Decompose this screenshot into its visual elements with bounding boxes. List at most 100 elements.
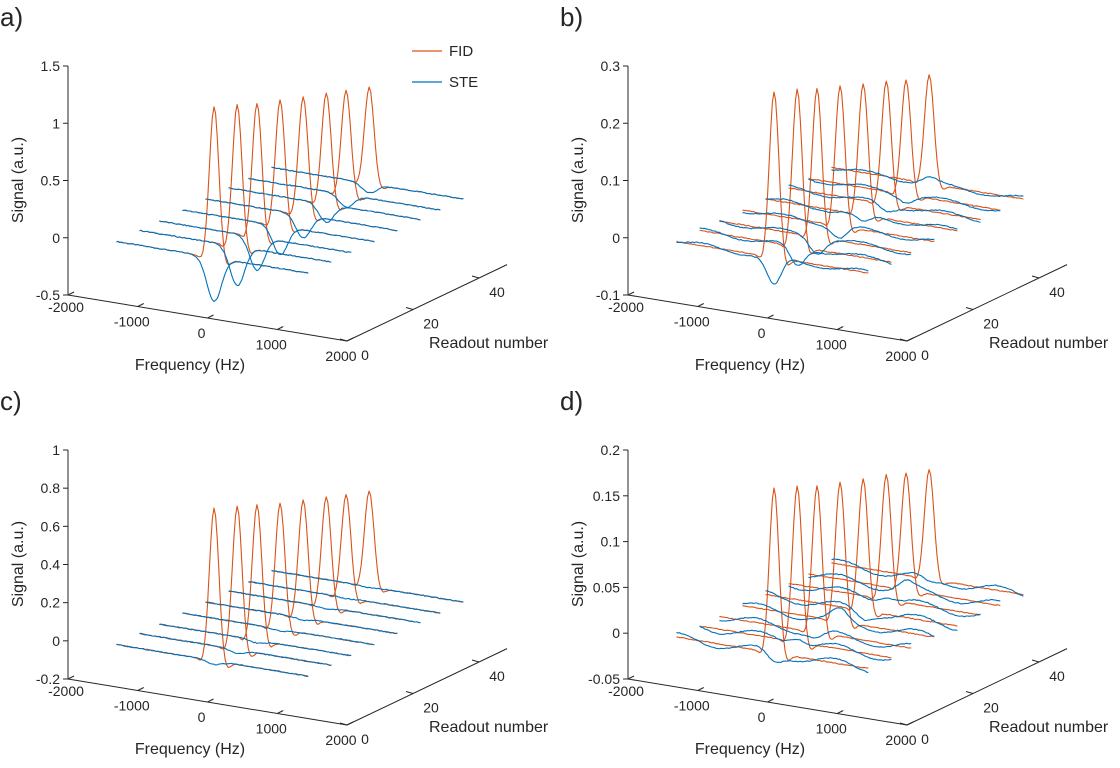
readout-tick bbox=[471, 275, 480, 279]
panel-d: d) -0.05 0 0.05 0.1 0.15 0.2 Signal (a.u.) -200… bbox=[560, 386, 1109, 758]
readout-axis bbox=[346, 648, 508, 726]
panel-a: a) -0.5 0 0.5 1 1.5 Signal (a.u.) -2000 -1000 0 1… bbox=[0, 2, 549, 374]
panel-label: b) bbox=[560, 2, 583, 32]
fid-trace bbox=[116, 106, 309, 274]
fid-trace bbox=[676, 91, 869, 274]
z-tick-label: -0.2 bbox=[36, 671, 60, 687]
frequency-tick bbox=[137, 303, 144, 307]
frequency-tick bbox=[67, 675, 75, 680]
z-tick-label: -0.5 bbox=[36, 287, 60, 303]
ste-trace bbox=[742, 212, 935, 241]
ste-trace bbox=[808, 573, 1001, 605]
ste-trace bbox=[139, 229, 332, 286]
ste-trace bbox=[765, 590, 958, 632]
panel-b: b) -0.1 0 0.1 0.2 0.3 Signal (a.u.) -2000 -1000… bbox=[560, 2, 1109, 374]
z-axis-title: Signal (a.u.) bbox=[10, 137, 27, 223]
ste-trace bbox=[182, 612, 375, 646]
panel-label: d) bbox=[560, 386, 583, 416]
fid-trace bbox=[271, 86, 464, 200]
z-tick-label: -0.1 bbox=[596, 287, 620, 303]
z-axis-title: Signal (a.u.) bbox=[570, 521, 587, 607]
z-tick-label: 0 bbox=[52, 633, 60, 649]
z-tick-label: 0.3 bbox=[601, 58, 621, 74]
readout-tick-label: 40 bbox=[1049, 284, 1065, 300]
z-axis-title: Signal (a.u.) bbox=[10, 521, 27, 607]
ste-trace bbox=[831, 558, 1024, 597]
z-tick-label: -0.05 bbox=[588, 671, 620, 687]
z-tick-label: 0.2 bbox=[41, 595, 61, 611]
fid-trace bbox=[788, 80, 981, 221]
z-tick-label: 0.5 bbox=[41, 173, 61, 189]
z-tick-label: 0.4 bbox=[41, 557, 61, 573]
z-tick-label: 0 bbox=[612, 625, 620, 641]
fid-trace bbox=[719, 485, 912, 649]
readout-tick bbox=[1031, 659, 1040, 663]
frequency-tick bbox=[697, 687, 704, 691]
frequency-tick-label: 0 bbox=[758, 709, 766, 725]
z-tick-label: 0.8 bbox=[41, 480, 61, 496]
fid-trace bbox=[699, 485, 892, 659]
ste-trace bbox=[271, 166, 464, 200]
z-tick-label: 0.2 bbox=[601, 442, 621, 458]
legend: FID STE bbox=[412, 43, 478, 91]
readout-axis-title: Readout number bbox=[989, 335, 1109, 352]
frequency-tick-label: -1000 bbox=[674, 698, 710, 714]
readout-tick bbox=[339, 338, 348, 342]
ste-trace bbox=[271, 570, 464, 603]
ste-trace bbox=[676, 241, 869, 285]
fid-trace bbox=[742, 85, 935, 243]
ste-trace bbox=[139, 632, 332, 666]
ste-trace bbox=[719, 220, 912, 256]
ste-trace bbox=[248, 581, 441, 614]
fid-trace bbox=[788, 474, 981, 616]
readout-axis-title: Readout number bbox=[429, 335, 549, 352]
fid-trace bbox=[676, 487, 869, 669]
readout-axis-title: Readout number bbox=[429, 719, 549, 736]
ste-trace bbox=[788, 585, 981, 618]
fid-trace bbox=[808, 472, 1001, 607]
z-tick-label: 0.2 bbox=[601, 115, 621, 131]
ste-trace bbox=[788, 184, 981, 223]
fid-trace bbox=[205, 499, 398, 634]
frequency-tick bbox=[277, 710, 284, 714]
frequency-tick-label: -1000 bbox=[674, 314, 710, 330]
ste-trace bbox=[116, 643, 309, 678]
frequency-tick-label: -2000 bbox=[608, 299, 644, 315]
fid-trace bbox=[182, 99, 375, 243]
readout-tick-label: 0 bbox=[361, 731, 369, 747]
frequency-tick-label: -1000 bbox=[114, 314, 150, 330]
readout-tick-label: 40 bbox=[489, 284, 505, 300]
fid-trace bbox=[271, 490, 464, 603]
readout-tick-label: 40 bbox=[489, 668, 505, 684]
frequency-tick bbox=[627, 291, 635, 296]
frequency-axis-title: Frequency (Hz) bbox=[695, 357, 805, 374]
readout-tick bbox=[339, 722, 348, 726]
fid-trace bbox=[139, 104, 332, 263]
ste-trace bbox=[699, 625, 892, 662]
z-tick-label: 0.15 bbox=[593, 488, 620, 504]
frequency-tick bbox=[837, 326, 844, 330]
ste-trace bbox=[765, 198, 958, 230]
ste-trace bbox=[676, 631, 869, 674]
frequency-tick bbox=[767, 698, 774, 703]
frequency-tick bbox=[277, 326, 284, 330]
ste-trace bbox=[228, 187, 421, 224]
fid-trace bbox=[742, 481, 935, 638]
frequency-tick-label: 2000 bbox=[325, 348, 356, 364]
frequency-tick-label: 0 bbox=[198, 325, 206, 341]
readout-tick bbox=[965, 307, 974, 310]
z-axis-title: Signal (a.u.) bbox=[570, 137, 587, 223]
ste-trace bbox=[116, 240, 309, 303]
frequency-tick-label: 2000 bbox=[325, 732, 356, 748]
panel-c: c) -0.2 0 0.2 0.4 0.6 0.8 1 Signal (a.u.) -2000 -… bbox=[0, 386, 549, 758]
ste-trace bbox=[808, 178, 1001, 212]
panel-label: c) bbox=[0, 386, 22, 416]
frequency-tick-label: 1000 bbox=[256, 337, 287, 353]
ste-trace bbox=[205, 601, 398, 635]
readout-tick-label: 20 bbox=[983, 700, 999, 716]
frequency-tick-label: -1000 bbox=[114, 698, 150, 714]
ste-trace bbox=[205, 198, 398, 239]
frequency-axis-title: Frequency (Hz) bbox=[135, 357, 245, 374]
fid-trace bbox=[699, 88, 892, 264]
